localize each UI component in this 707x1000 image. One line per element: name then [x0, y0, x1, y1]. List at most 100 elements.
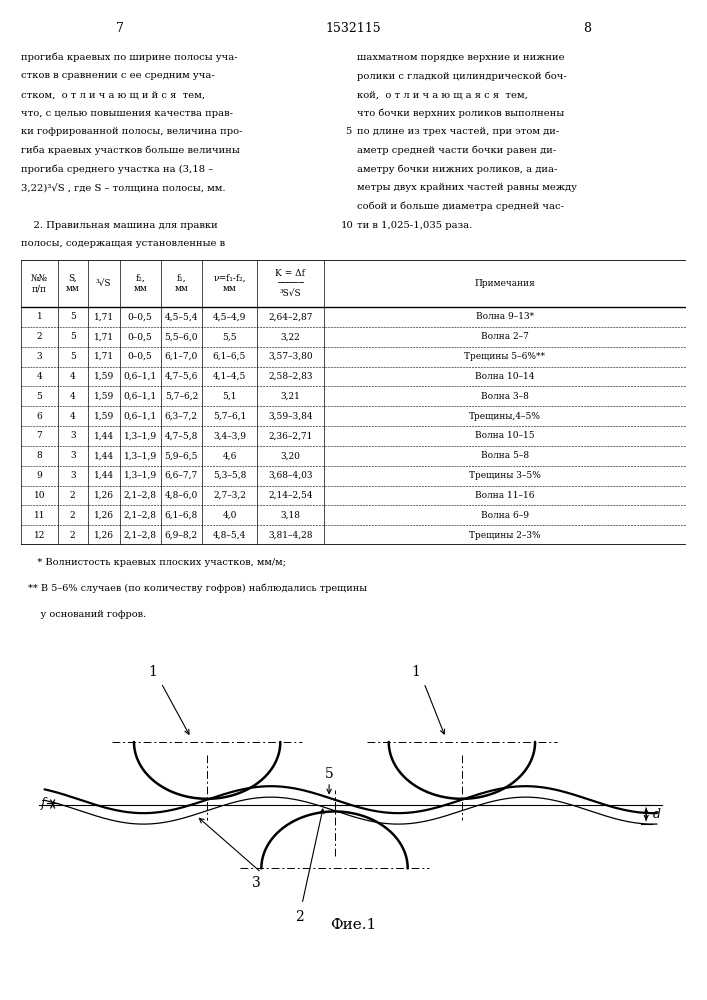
- Text: собой и больше диаметра средней час-: собой и больше диаметра средней час-: [357, 202, 563, 211]
- Text: 1,3–1,9: 1,3–1,9: [124, 471, 157, 480]
- Text: 3,22)³√S , где S – толщина полосы, мм.: 3,22)³√S , где S – толщина полосы, мм.: [21, 183, 226, 193]
- Text: 10: 10: [340, 221, 354, 230]
- Text: 1,44: 1,44: [93, 471, 114, 480]
- Text: 10: 10: [34, 491, 45, 500]
- Text: №№
п/п: №№ п/п: [31, 274, 48, 293]
- Text: 3,68–4,03: 3,68–4,03: [268, 471, 312, 480]
- Text: 11: 11: [34, 511, 45, 520]
- Text: что бочки верхних роликов выполнены: что бочки верхних роликов выполнены: [357, 109, 564, 118]
- Text: 6,6–7,7: 6,6–7,7: [165, 471, 198, 480]
- Text: у оснований гофров.: у оснований гофров.: [28, 610, 146, 619]
- Text: 5,7–6,1: 5,7–6,1: [213, 412, 246, 421]
- Text: 4,8–5,4: 4,8–5,4: [213, 531, 246, 540]
- Text: Волна 3–8: Волна 3–8: [481, 392, 529, 401]
- Text: 7: 7: [37, 431, 42, 440]
- Text: 2: 2: [37, 332, 42, 341]
- Text: ки гофрированной полосы, величина про-: ки гофрированной полосы, величина про-: [21, 127, 243, 136]
- Text: f₁,
мм: f₁, мм: [175, 274, 188, 293]
- Text: 8: 8: [37, 451, 42, 460]
- Text: 3,59–3,84: 3,59–3,84: [268, 412, 312, 421]
- Text: K = Δf
─────
³S√S: K = Δf ───── ³S√S: [276, 269, 305, 298]
- Text: Трещины 2–3%: Трещины 2–3%: [469, 531, 541, 540]
- Text: 1,26: 1,26: [93, 511, 114, 520]
- Text: 3,57–3,80: 3,57–3,80: [268, 352, 312, 361]
- Text: полосы, содержащая установленные в: полосы, содержащая установленные в: [21, 239, 226, 248]
- Text: Волна 11–16: Волна 11–16: [475, 491, 534, 500]
- Text: ти в 1,025-1,035 раза.: ти в 1,025-1,035 раза.: [357, 221, 472, 230]
- Text: 2: 2: [70, 511, 76, 520]
- Text: 3,22: 3,22: [281, 332, 300, 341]
- Text: 1,71: 1,71: [93, 352, 114, 361]
- Text: 5: 5: [70, 352, 76, 361]
- Text: 2: 2: [295, 910, 304, 924]
- Text: 3: 3: [252, 876, 260, 890]
- Text: 2: 2: [70, 531, 76, 540]
- Text: 5: 5: [346, 127, 352, 136]
- Text: Волна 9–13*: Волна 9–13*: [476, 312, 534, 321]
- Text: 4,6: 4,6: [223, 451, 237, 460]
- Text: Трещины,4–5%: Трещины,4–5%: [469, 412, 541, 421]
- Text: S,
мм: S, мм: [66, 274, 80, 293]
- Text: что, с целью повышения качества прав-: что, с целью повышения качества прав-: [21, 109, 233, 118]
- Text: 5,5: 5,5: [222, 332, 237, 341]
- Text: 0,6–1,1: 0,6–1,1: [124, 412, 157, 421]
- Text: 4,0: 4,0: [223, 511, 237, 520]
- Text: 1: 1: [148, 665, 158, 679]
- Text: 2: 2: [70, 491, 76, 500]
- Text: Волна 5–8: Волна 5–8: [481, 451, 529, 460]
- Text: 2. Правильная машина для правки: 2. Правильная машина для правки: [21, 221, 218, 230]
- Text: 5,1: 5,1: [222, 392, 237, 401]
- Text: 3: 3: [70, 471, 76, 480]
- Text: * Волнистость краевых плоских участков, мм/м;: * Волнистость краевых плоских участков, …: [28, 558, 286, 567]
- Text: аметр средней части бочки равен ди-: аметр средней части бочки равен ди-: [357, 146, 556, 155]
- Text: 5,7–6,2: 5,7–6,2: [165, 392, 198, 401]
- Text: ** В 5–6% случаев (по количеству гофров) наблюдались трещины: ** В 5–6% случаев (по количеству гофров)…: [28, 584, 367, 593]
- Text: 4,5–5,4: 4,5–5,4: [165, 312, 198, 321]
- Text: 7: 7: [116, 22, 124, 35]
- Text: 1532115: 1532115: [326, 22, 381, 35]
- Text: 3,81–4,28: 3,81–4,28: [268, 531, 312, 540]
- Text: 3: 3: [70, 431, 76, 440]
- Text: кой,  о т л и ч а ю щ а я с я  тем,: кой, о т л и ч а ю щ а я с я тем,: [357, 90, 527, 99]
- Text: Трещины 3–5%: Трещины 3–5%: [469, 471, 541, 480]
- Text: Фие.1: Фие.1: [330, 918, 377, 932]
- Text: 3,18: 3,18: [281, 511, 300, 520]
- Text: f₂,
мм: f₂, мм: [134, 274, 147, 293]
- Text: ролики с гладкой цилиндрической боч-: ролики с гладкой цилиндрической боч-: [357, 71, 566, 81]
- Text: Волна 10–15: Волна 10–15: [475, 431, 534, 440]
- Text: 1: 1: [411, 665, 420, 679]
- Text: 6,9–8,2: 6,9–8,2: [165, 531, 198, 540]
- Text: 2,1–2,8: 2,1–2,8: [124, 531, 157, 540]
- Text: 1,71: 1,71: [93, 332, 114, 341]
- Text: 8: 8: [583, 22, 591, 35]
- Text: Волна 2–7: Волна 2–7: [481, 332, 529, 341]
- Text: 4: 4: [37, 372, 42, 381]
- Text: стком,  о т л и ч а ю щ и й с я  тем,: стком, о т л и ч а ю щ и й с я тем,: [21, 90, 205, 99]
- Text: 3,4–3,9: 3,4–3,9: [213, 431, 246, 440]
- Text: 6,1–6,8: 6,1–6,8: [165, 511, 198, 520]
- Text: f: f: [40, 797, 45, 810]
- Text: 5: 5: [37, 392, 42, 401]
- Text: 1: 1: [37, 312, 42, 321]
- Text: 5: 5: [325, 767, 334, 781]
- Text: 5,9–6,5: 5,9–6,5: [165, 451, 198, 460]
- Text: 2,1–2,8: 2,1–2,8: [124, 491, 157, 500]
- Text: 3,21: 3,21: [281, 392, 300, 401]
- Text: 6: 6: [37, 412, 42, 421]
- Text: 1,44: 1,44: [93, 431, 114, 440]
- Text: 1,26: 1,26: [93, 531, 114, 540]
- Text: по длине из трех частей, при этом ди-: по длине из трех частей, при этом ди-: [357, 127, 559, 136]
- Text: d: d: [653, 808, 661, 821]
- Text: 4: 4: [70, 372, 76, 381]
- Text: 2,1–2,8: 2,1–2,8: [124, 511, 157, 520]
- Text: Примечания: Примечания: [474, 279, 535, 288]
- Text: 12: 12: [34, 531, 45, 540]
- Text: стков в сравнении с ее средним уча-: стков в сравнении с ее средним уча-: [21, 71, 215, 80]
- Text: 2,58–2,83: 2,58–2,83: [268, 372, 312, 381]
- Text: 3,20: 3,20: [281, 451, 300, 460]
- Text: прогиба краевых по ширине полосы уча-: прогиба краевых по ширине полосы уча-: [21, 53, 238, 62]
- Text: 1,44: 1,44: [93, 451, 114, 460]
- Text: 4: 4: [70, 412, 76, 421]
- Text: 2,64–2,87: 2,64–2,87: [268, 312, 312, 321]
- Text: 0–0,5: 0–0,5: [128, 312, 153, 321]
